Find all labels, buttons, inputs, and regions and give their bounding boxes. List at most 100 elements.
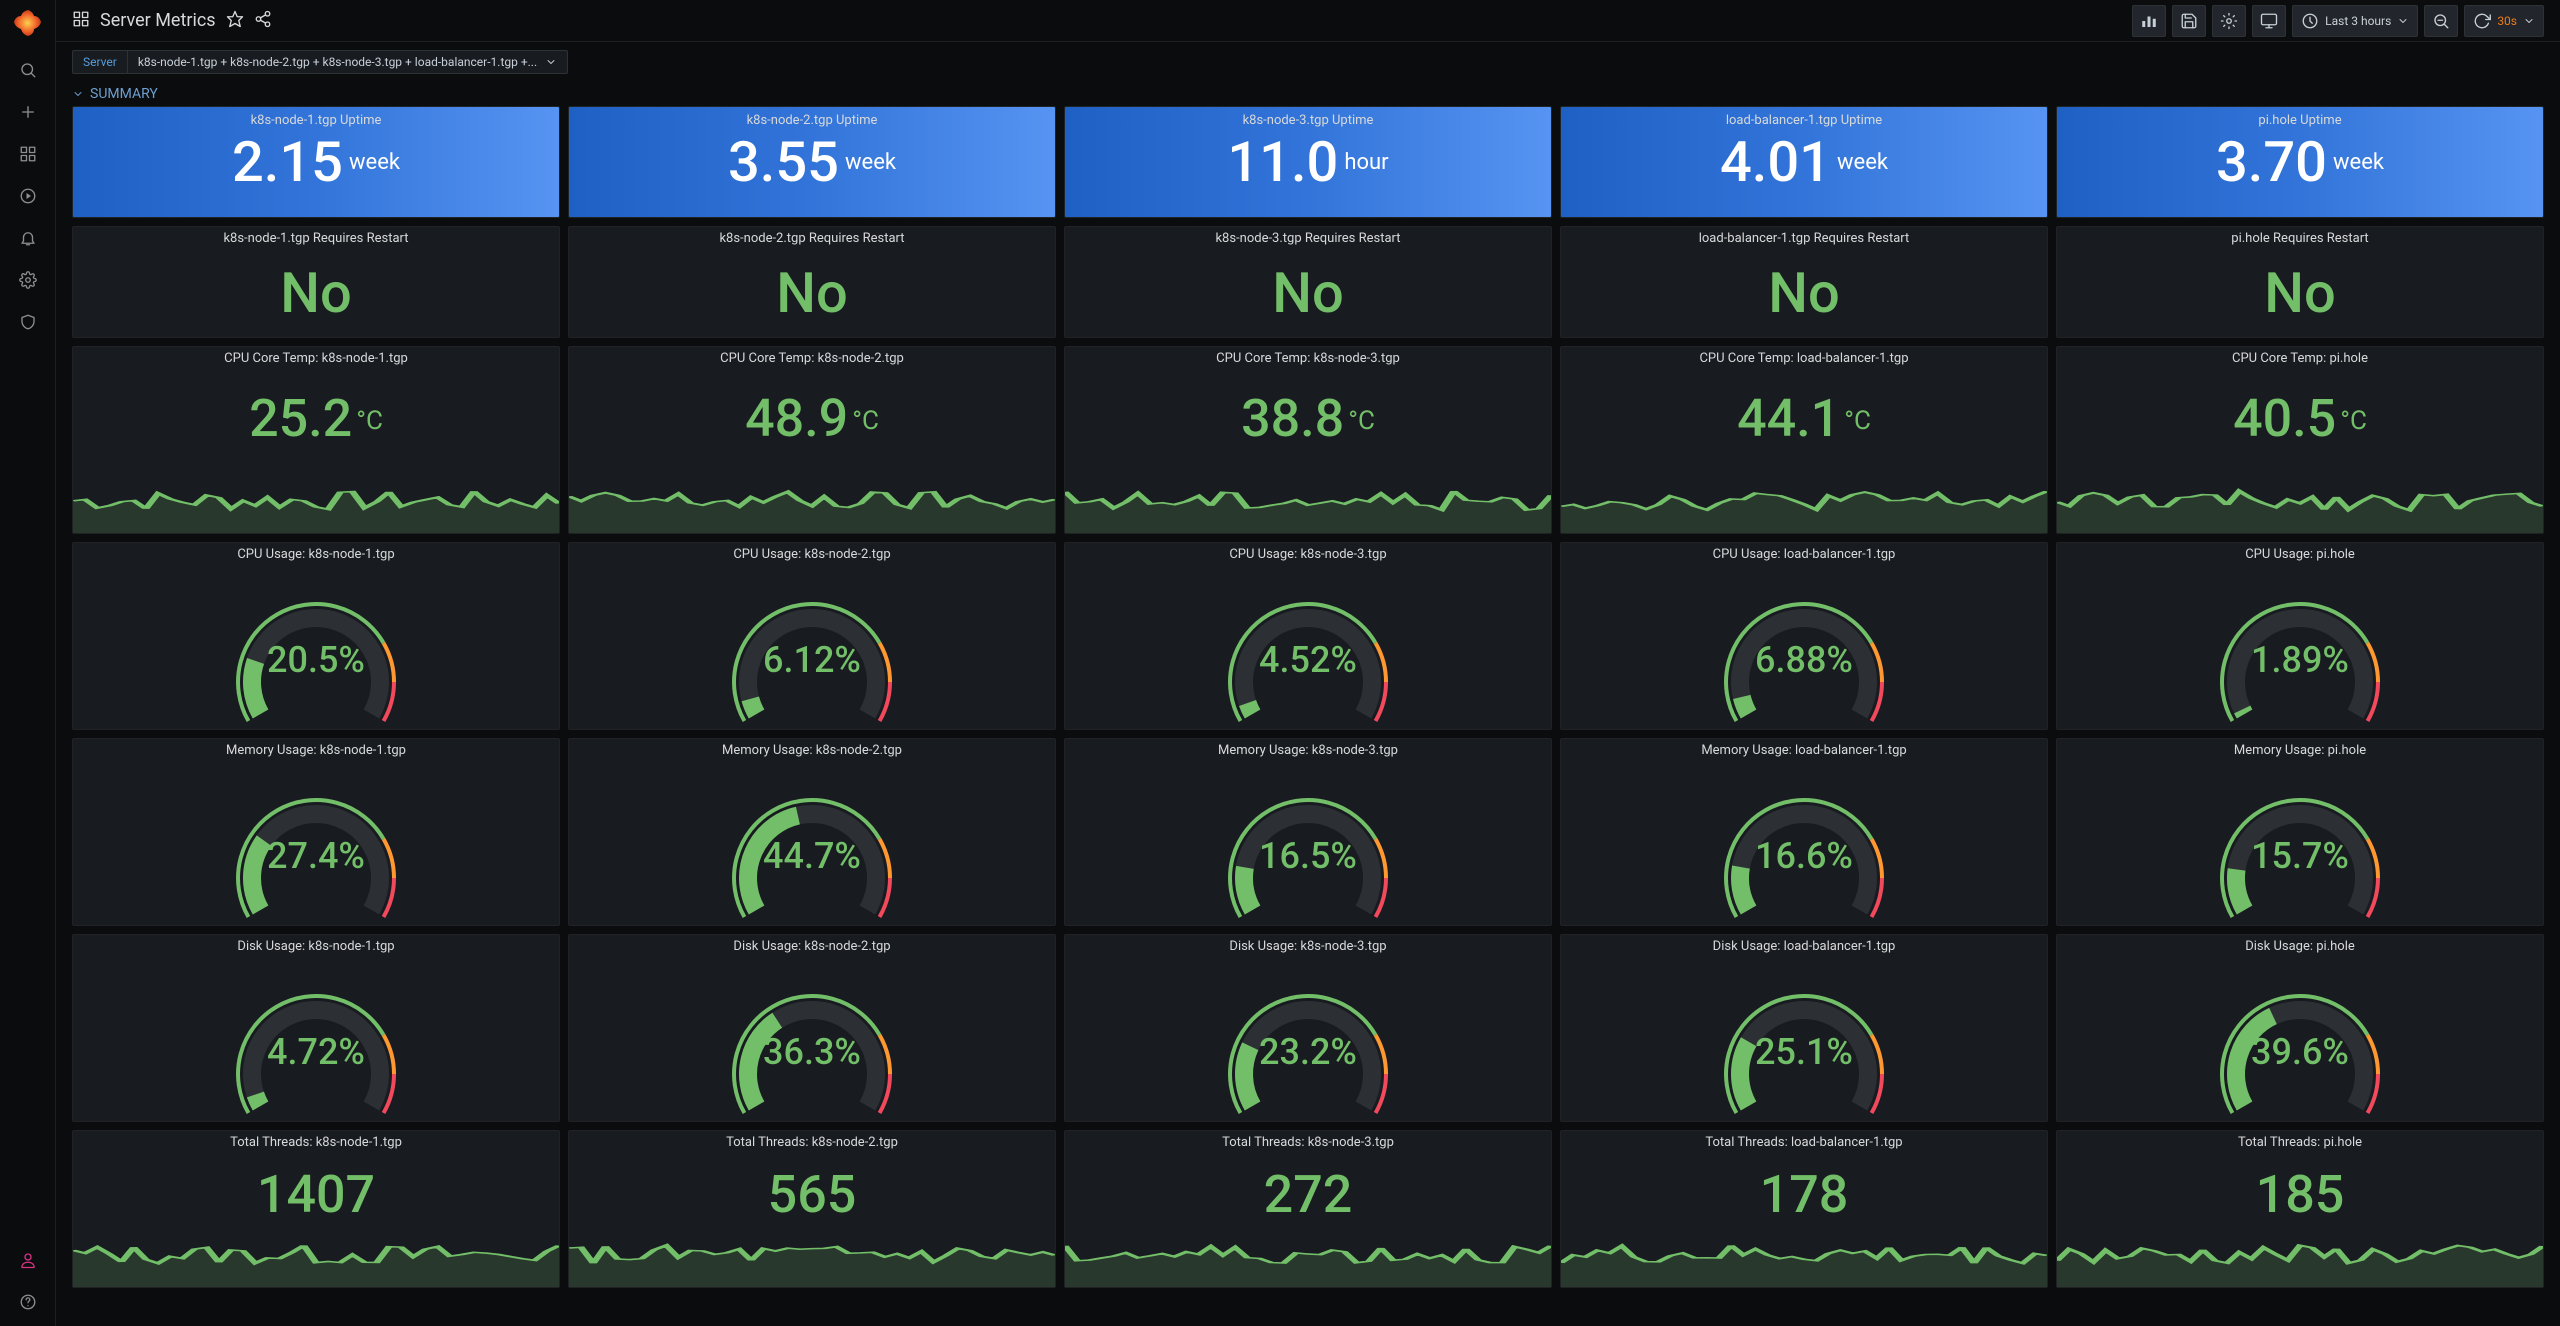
gauge: 16.6% (1561, 760, 2047, 925)
gauge-value: 15.7% (2251, 835, 2349, 877)
panel-title: Memory Usage: k8s-node-1.tgp (73, 739, 559, 760)
gauge: 25.1% (1561, 956, 2047, 1121)
uptime-panel[interactable]: load-balancer-1.tgp Uptime 4.01 week (1560, 106, 2048, 218)
gear-icon[interactable] (16, 268, 40, 292)
memory-usage-panel[interactable]: Memory Usage: k8s-node-1.tgp 27.4% (72, 738, 560, 926)
uptime-panel[interactable]: pi.hole Uptime 3.70 week (2056, 106, 2544, 218)
sparkline (1561, 1217, 2047, 1287)
threads-panel[interactable]: Total Threads: pi.hole 185 (2056, 1130, 2544, 1288)
star-icon[interactable] (226, 10, 244, 31)
settings-button[interactable] (2212, 5, 2246, 37)
threads-panel[interactable]: Total Threads: k8s-node-3.tgp 272 (1064, 1130, 1552, 1288)
add-panel-button[interactable] (2132, 5, 2166, 37)
uptime-panel[interactable]: k8s-node-3.tgp Uptime 11.0 hour (1064, 106, 1552, 218)
variable-label: Server (72, 50, 128, 74)
sparkline (569, 463, 1055, 533)
temp-unit: °C (852, 406, 879, 436)
panel-title: Total Threads: k8s-node-1.tgp (73, 1131, 559, 1152)
cpu-temp-panel[interactable]: CPU Core Temp: k8s-node-3.tgp 38.8 °C (1064, 346, 1552, 534)
gauge-value: 23.2% (1259, 1031, 1357, 1073)
disk-usage-panel[interactable]: Disk Usage: k8s-node-3.tgp 23.2% (1064, 934, 1552, 1122)
threads-panel[interactable]: Total Threads: k8s-node-2.tgp 565 (568, 1130, 1056, 1288)
restart-panel[interactable]: k8s-node-3.tgp Requires Restart No (1064, 226, 1552, 338)
panel-title: Total Threads: load-balancer-1.tgp (1561, 1131, 2047, 1152)
sparkline (1065, 463, 1551, 533)
restart-panel[interactable]: load-balancer-1.tgp Requires Restart No (1560, 226, 2048, 338)
save-button[interactable] (2172, 5, 2206, 37)
gauge: 23.2% (1065, 956, 1551, 1121)
cpu-usage-panel[interactable]: CPU Usage: k8s-node-2.tgp 6.12% (568, 542, 1056, 730)
cpu-usage-panel[interactable]: CPU Usage: load-balancer-1.tgp 6.88% (1560, 542, 2048, 730)
panel-title: Disk Usage: k8s-node-2.tgp (569, 935, 1055, 956)
search-icon[interactable] (16, 58, 40, 82)
temp-unit: °C (1348, 406, 1375, 436)
restart-panel[interactable]: k8s-node-2.tgp Requires Restart No (568, 226, 1056, 338)
disk-usage-panel[interactable]: Disk Usage: pi.hole 39.6% (2056, 934, 2544, 1122)
threads-panel[interactable]: Total Threads: k8s-node-1.tgp 1407 (72, 1130, 560, 1288)
cpu-usage-panel[interactable]: CPU Usage: k8s-node-1.tgp 20.5% (72, 542, 560, 730)
panel-title: pi.hole Uptime (2057, 109, 2543, 130)
cpu-temp-panel[interactable]: CPU Core Temp: k8s-node-2.tgp 48.9 °C (568, 346, 1056, 534)
gauge-value: 1.89% (2251, 639, 2349, 681)
memory-usage-panel[interactable]: Memory Usage: k8s-node-2.tgp 44.7% (568, 738, 1056, 926)
cpu-temp-panel[interactable]: CPU Core Temp: load-balancer-1.tgp 44.1 … (1560, 346, 2048, 534)
section-header[interactable]: SUMMARY (56, 82, 2560, 106)
cpu-temp-panel[interactable]: CPU Core Temp: k8s-node-1.tgp 25.2 °C (72, 346, 560, 534)
help-icon[interactable] (16, 1290, 40, 1314)
restart-value: No (776, 260, 848, 326)
panel-title: CPU Core Temp: k8s-node-3.tgp (1065, 347, 1551, 368)
panel-title: CPU Core Temp: load-balancer-1.tgp (1561, 347, 2047, 368)
sidebar (0, 0, 56, 1326)
gauge: 6.88% (1561, 564, 2047, 729)
gauge-value: 44.7% (763, 835, 861, 877)
gauge: 4.72% (73, 956, 559, 1121)
restart-panel[interactable]: k8s-node-1.tgp Requires Restart No (72, 226, 560, 338)
memory-usage-panel[interactable]: Memory Usage: load-balancer-1.tgp 16.6% (1560, 738, 2048, 926)
uptime-panel[interactable]: k8s-node-1.tgp Uptime 2.15 week (72, 106, 560, 218)
cpu-temp-panel[interactable]: CPU Core Temp: pi.hole 40.5 °C (2056, 346, 2544, 534)
disk-usage-panel[interactable]: Disk Usage: k8s-node-2.tgp 36.3% (568, 934, 1056, 1122)
time-range-button[interactable]: Last 3 hours (2292, 5, 2418, 37)
refresh-button[interactable]: 30s (2464, 5, 2544, 37)
share-icon[interactable] (254, 10, 272, 31)
threads-panel[interactable]: Total Threads: load-balancer-1.tgp 178 (1560, 1130, 2048, 1288)
gauge: 4.52% (1065, 564, 1551, 729)
uptime-panel[interactable]: k8s-node-2.tgp Uptime 3.55 week (568, 106, 1056, 218)
panel-title: k8s-node-2.tgp Requires Restart (569, 227, 1055, 248)
panel-title: CPU Usage: pi.hole (2057, 543, 2543, 564)
memory-usage-panel[interactable]: Memory Usage: pi.hole 15.7% (2056, 738, 2544, 926)
cpu-usage-panel[interactable]: CPU Usage: pi.hole 1.89% (2056, 542, 2544, 730)
gauge: 16.5% (1065, 760, 1551, 925)
temp-unit: °C (356, 406, 383, 436)
sparkline (2057, 463, 2543, 533)
variable-value[interactable]: k8s-node-1.tgp + k8s-node-2.tgp + k8s-no… (127, 50, 568, 74)
bell-icon[interactable] (16, 226, 40, 250)
apps-icon[interactable] (16, 142, 40, 166)
restart-panel[interactable]: pi.hole Requires Restart No (2056, 226, 2544, 338)
dashboards-icon[interactable] (72, 10, 90, 31)
gauge-value: 27.4% (267, 835, 365, 877)
disk-usage-panel[interactable]: Disk Usage: k8s-node-1.tgp 4.72% (72, 934, 560, 1122)
panel-title: pi.hole Requires Restart (2057, 227, 2543, 248)
memory-usage-panel[interactable]: Memory Usage: k8s-node-3.tgp 16.5% (1064, 738, 1552, 926)
panel-title: Total Threads: k8s-node-2.tgp (569, 1131, 1055, 1152)
threads-value: 185 (2256, 1164, 2345, 1225)
shield-icon[interactable] (16, 310, 40, 334)
variable-row: Server k8s-node-1.tgp + k8s-node-2.tgp +… (56, 42, 2560, 82)
panel-title: CPU Core Temp: k8s-node-1.tgp (73, 347, 559, 368)
gauge-value: 6.88% (1755, 639, 1853, 681)
temp-unit: °C (1844, 406, 1871, 436)
user-icon[interactable] (16, 1248, 40, 1272)
restart-value: No (1272, 260, 1344, 326)
zoom-out-button[interactable] (2424, 5, 2458, 37)
explore-icon[interactable] (16, 184, 40, 208)
monitor-button[interactable] (2252, 5, 2286, 37)
topbar: Server Metrics Last 3 hours 30s (56, 0, 2560, 42)
gauge-value: 16.5% (1259, 835, 1357, 877)
panel-title: Disk Usage: k8s-node-1.tgp (73, 935, 559, 956)
disk-usage-panel[interactable]: Disk Usage: load-balancer-1.tgp 25.1% (1560, 934, 2048, 1122)
gauge: 44.7% (569, 760, 1055, 925)
plus-icon[interactable] (16, 100, 40, 124)
cpu-usage-panel[interactable]: CPU Usage: k8s-node-3.tgp 4.52% (1064, 542, 1552, 730)
grafana-logo[interactable] (12, 8, 44, 40)
